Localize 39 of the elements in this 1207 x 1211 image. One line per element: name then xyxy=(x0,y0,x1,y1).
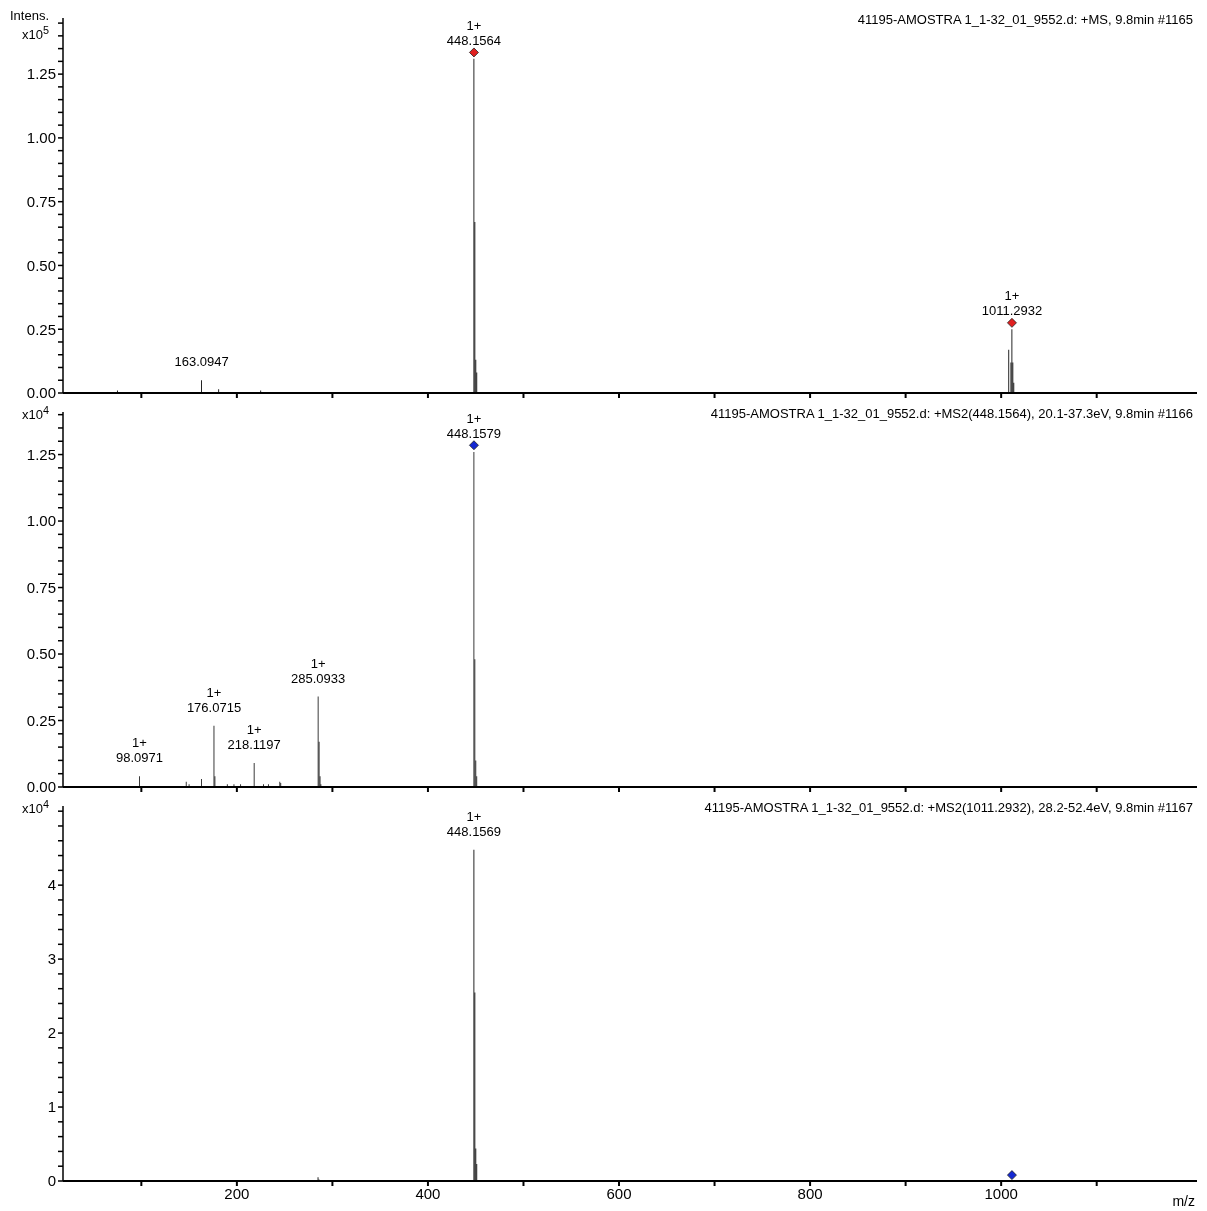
x-tick-label: 600 xyxy=(606,1184,632,1202)
annotation: 1+ 448.1569 xyxy=(446,808,502,839)
annotation: 1+ 218.1197 xyxy=(227,722,281,753)
y-tick-label: 0.00 xyxy=(26,384,56,402)
text: x10$^{4}$ xyxy=(22,798,49,817)
annotation: 1+ 285.0933 xyxy=(291,655,346,686)
chart-title: 41195-AMOSTRA 1_1-32_01_9552.d: +MS2(448.1564), 20.1-37.3eV, 9.8min #1166 xyxy=(710,406,1193,421)
y-tick-label: 4 xyxy=(47,876,56,894)
y-tick-label: 0.50 xyxy=(26,645,56,663)
x-axis-title: m/z xyxy=(1172,1193,1195,1209)
y-tick-label: 1.00 xyxy=(26,129,56,147)
y-tick-label: 1.25 xyxy=(26,65,56,83)
y-tick-label: 1 xyxy=(47,1098,56,1116)
y-tick-label: 0 xyxy=(47,1172,56,1190)
annotation: 163.0947 xyxy=(174,354,229,370)
x-tick-label: 1000 xyxy=(984,1184,1018,1202)
annotation: 1+ 176.0715 xyxy=(186,684,242,715)
y-axis-title: Intens. xyxy=(10,8,50,23)
y-tick-label: 2 xyxy=(47,1024,56,1042)
annotation: 1+ 1011.2932 xyxy=(981,288,1043,319)
y-tick-label: 0.50 xyxy=(26,256,56,274)
y-tick-label: 0.00 xyxy=(26,778,56,796)
y-tick-label: 1.00 xyxy=(26,512,56,530)
y-tick-label: 0.25 xyxy=(26,711,56,729)
text: x10$^{5}$ xyxy=(22,24,49,43)
text: x10$^{4}$ xyxy=(22,404,49,423)
x-tick-label: 400 xyxy=(415,1184,441,1202)
y-tick-label: 1.25 xyxy=(26,445,56,463)
y-tick-label: 0.75 xyxy=(26,193,56,210)
y-tick-label: 3 xyxy=(47,950,56,968)
x-tick-label: 200 xyxy=(224,1184,250,1202)
y-tick-label: 0.75 xyxy=(26,578,56,596)
annotation: 1+ 448.1579 xyxy=(446,410,502,441)
chart-title: 41195-AMOSTRA 1_1-32_01_9552.d: +MS2(1011.2932), 28.2-52.4eV, 9.8min #1167 xyxy=(704,800,1193,815)
x-tick-label: 800 xyxy=(797,1184,823,1202)
annotation: 1+ 448.1564 xyxy=(446,17,502,48)
chart-title: 41195-AMOSTRA 1_1-32_01_9552.d: +MS, 9.8min #1165 xyxy=(857,12,1193,27)
y-tick-label: 0.25 xyxy=(26,320,56,338)
annotation: 1+ 98.0971 xyxy=(116,735,164,766)
